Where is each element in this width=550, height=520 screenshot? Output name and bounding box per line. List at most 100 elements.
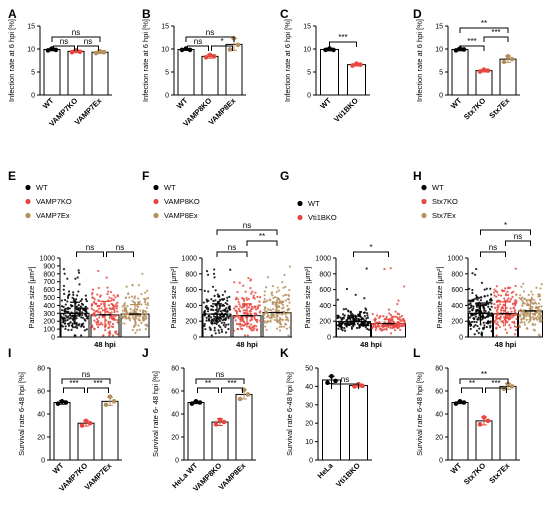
data-point bbox=[237, 323, 240, 326]
data-point bbox=[147, 303, 150, 307]
y-tick-label: 10 bbox=[161, 47, 169, 54]
data-point bbox=[93, 327, 96, 330]
data-point bbox=[480, 333, 483, 336]
data-point bbox=[477, 296, 481, 299]
significance-label: ns bbox=[341, 375, 349, 384]
data-point bbox=[249, 308, 253, 311]
data-point bbox=[222, 324, 225, 327]
y-tick-label: 400 bbox=[185, 303, 197, 310]
data-point bbox=[228, 308, 231, 311]
data-point bbox=[223, 321, 226, 324]
data-point bbox=[514, 303, 517, 306]
data-point bbox=[252, 296, 255, 299]
data-point bbox=[239, 318, 242, 321]
significance-label: ** bbox=[481, 370, 487, 379]
significance-bracket bbox=[246, 240, 278, 246]
data-point bbox=[473, 298, 476, 301]
bar bbox=[43, 48, 61, 96]
data-point bbox=[343, 329, 347, 332]
data-point bbox=[337, 327, 340, 330]
data-point bbox=[387, 308, 391, 311]
data-point bbox=[284, 285, 287, 289]
data-point bbox=[213, 317, 216, 320]
data-point bbox=[205, 307, 208, 310]
data-point bbox=[483, 288, 486, 291]
significance-bracket bbox=[459, 45, 485, 51]
data-point bbox=[523, 297, 527, 300]
data-point bbox=[487, 322, 490, 325]
data-point bbox=[214, 289, 217, 292]
data-point bbox=[98, 304, 101, 307]
significance-bracket bbox=[51, 36, 101, 42]
data-point bbox=[511, 295, 514, 299]
data-point bbox=[513, 301, 516, 304]
data-point bbox=[284, 299, 288, 302]
data-point bbox=[497, 300, 500, 303]
significance-label: ns bbox=[514, 232, 522, 241]
data-point bbox=[481, 317, 485, 320]
data-point bbox=[505, 381, 511, 387]
data-point bbox=[493, 320, 496, 323]
data-point bbox=[475, 329, 479, 332]
y-tick-label: 400 bbox=[451, 303, 463, 310]
significance-bracket bbox=[480, 251, 506, 257]
data-point bbox=[392, 315, 395, 318]
data-point bbox=[241, 306, 244, 309]
bar bbox=[451, 48, 469, 96]
data-point bbox=[281, 303, 285, 307]
significance-bracket bbox=[87, 387, 109, 393]
data-point bbox=[262, 317, 266, 320]
data-point bbox=[506, 294, 510, 297]
panel-label: B bbox=[142, 7, 151, 21]
data-point bbox=[532, 302, 536, 305]
data-point bbox=[193, 399, 199, 404]
y-tick-label: 100 bbox=[43, 327, 55, 334]
data-point bbox=[187, 47, 193, 53]
data-point bbox=[489, 297, 493, 300]
data-point bbox=[85, 328, 88, 331]
data-point bbox=[60, 305, 64, 308]
data-point bbox=[531, 312, 534, 316]
data-point bbox=[364, 326, 367, 329]
data-point bbox=[496, 291, 499, 294]
data-point bbox=[471, 300, 474, 303]
data-point bbox=[205, 319, 208, 322]
data-point bbox=[60, 316, 63, 319]
data-point bbox=[479, 299, 482, 302]
significance-label: ns bbox=[84, 37, 92, 46]
data-point bbox=[511, 321, 514, 324]
data-point bbox=[216, 293, 219, 296]
y-tick-label: 0 bbox=[327, 335, 331, 342]
data-point bbox=[341, 313, 345, 316]
data-point bbox=[144, 291, 147, 294]
data-point bbox=[90, 304, 94, 307]
data-point bbox=[378, 320, 381, 324]
data-point bbox=[378, 325, 381, 328]
data-point bbox=[254, 325, 258, 328]
data-point bbox=[220, 330, 224, 333]
data-point bbox=[81, 316, 85, 319]
significance-bracket bbox=[61, 378, 111, 384]
data-point bbox=[266, 320, 269, 323]
data-point bbox=[76, 308, 79, 311]
data-point bbox=[468, 320, 471, 323]
y-tick-label: 0 bbox=[439, 458, 443, 465]
data-point bbox=[235, 314, 238, 318]
data-point bbox=[239, 316, 243, 319]
data-point bbox=[366, 316, 370, 319]
data-point bbox=[206, 310, 210, 313]
data-point bbox=[337, 314, 340, 318]
data-point bbox=[259, 310, 262, 313]
data-point bbox=[214, 316, 217, 319]
data-point bbox=[136, 305, 139, 308]
data-point bbox=[399, 328, 402, 332]
x-tick-label: VAMP7Ex bbox=[83, 460, 114, 491]
significance-bracket bbox=[185, 36, 235, 42]
data-point bbox=[64, 327, 67, 331]
data-point bbox=[385, 315, 388, 318]
data-point bbox=[349, 310, 352, 313]
data-point bbox=[376, 314, 379, 317]
data-point bbox=[483, 303, 486, 307]
x-tick-label: WT bbox=[51, 461, 66, 476]
data-point bbox=[514, 328, 517, 332]
